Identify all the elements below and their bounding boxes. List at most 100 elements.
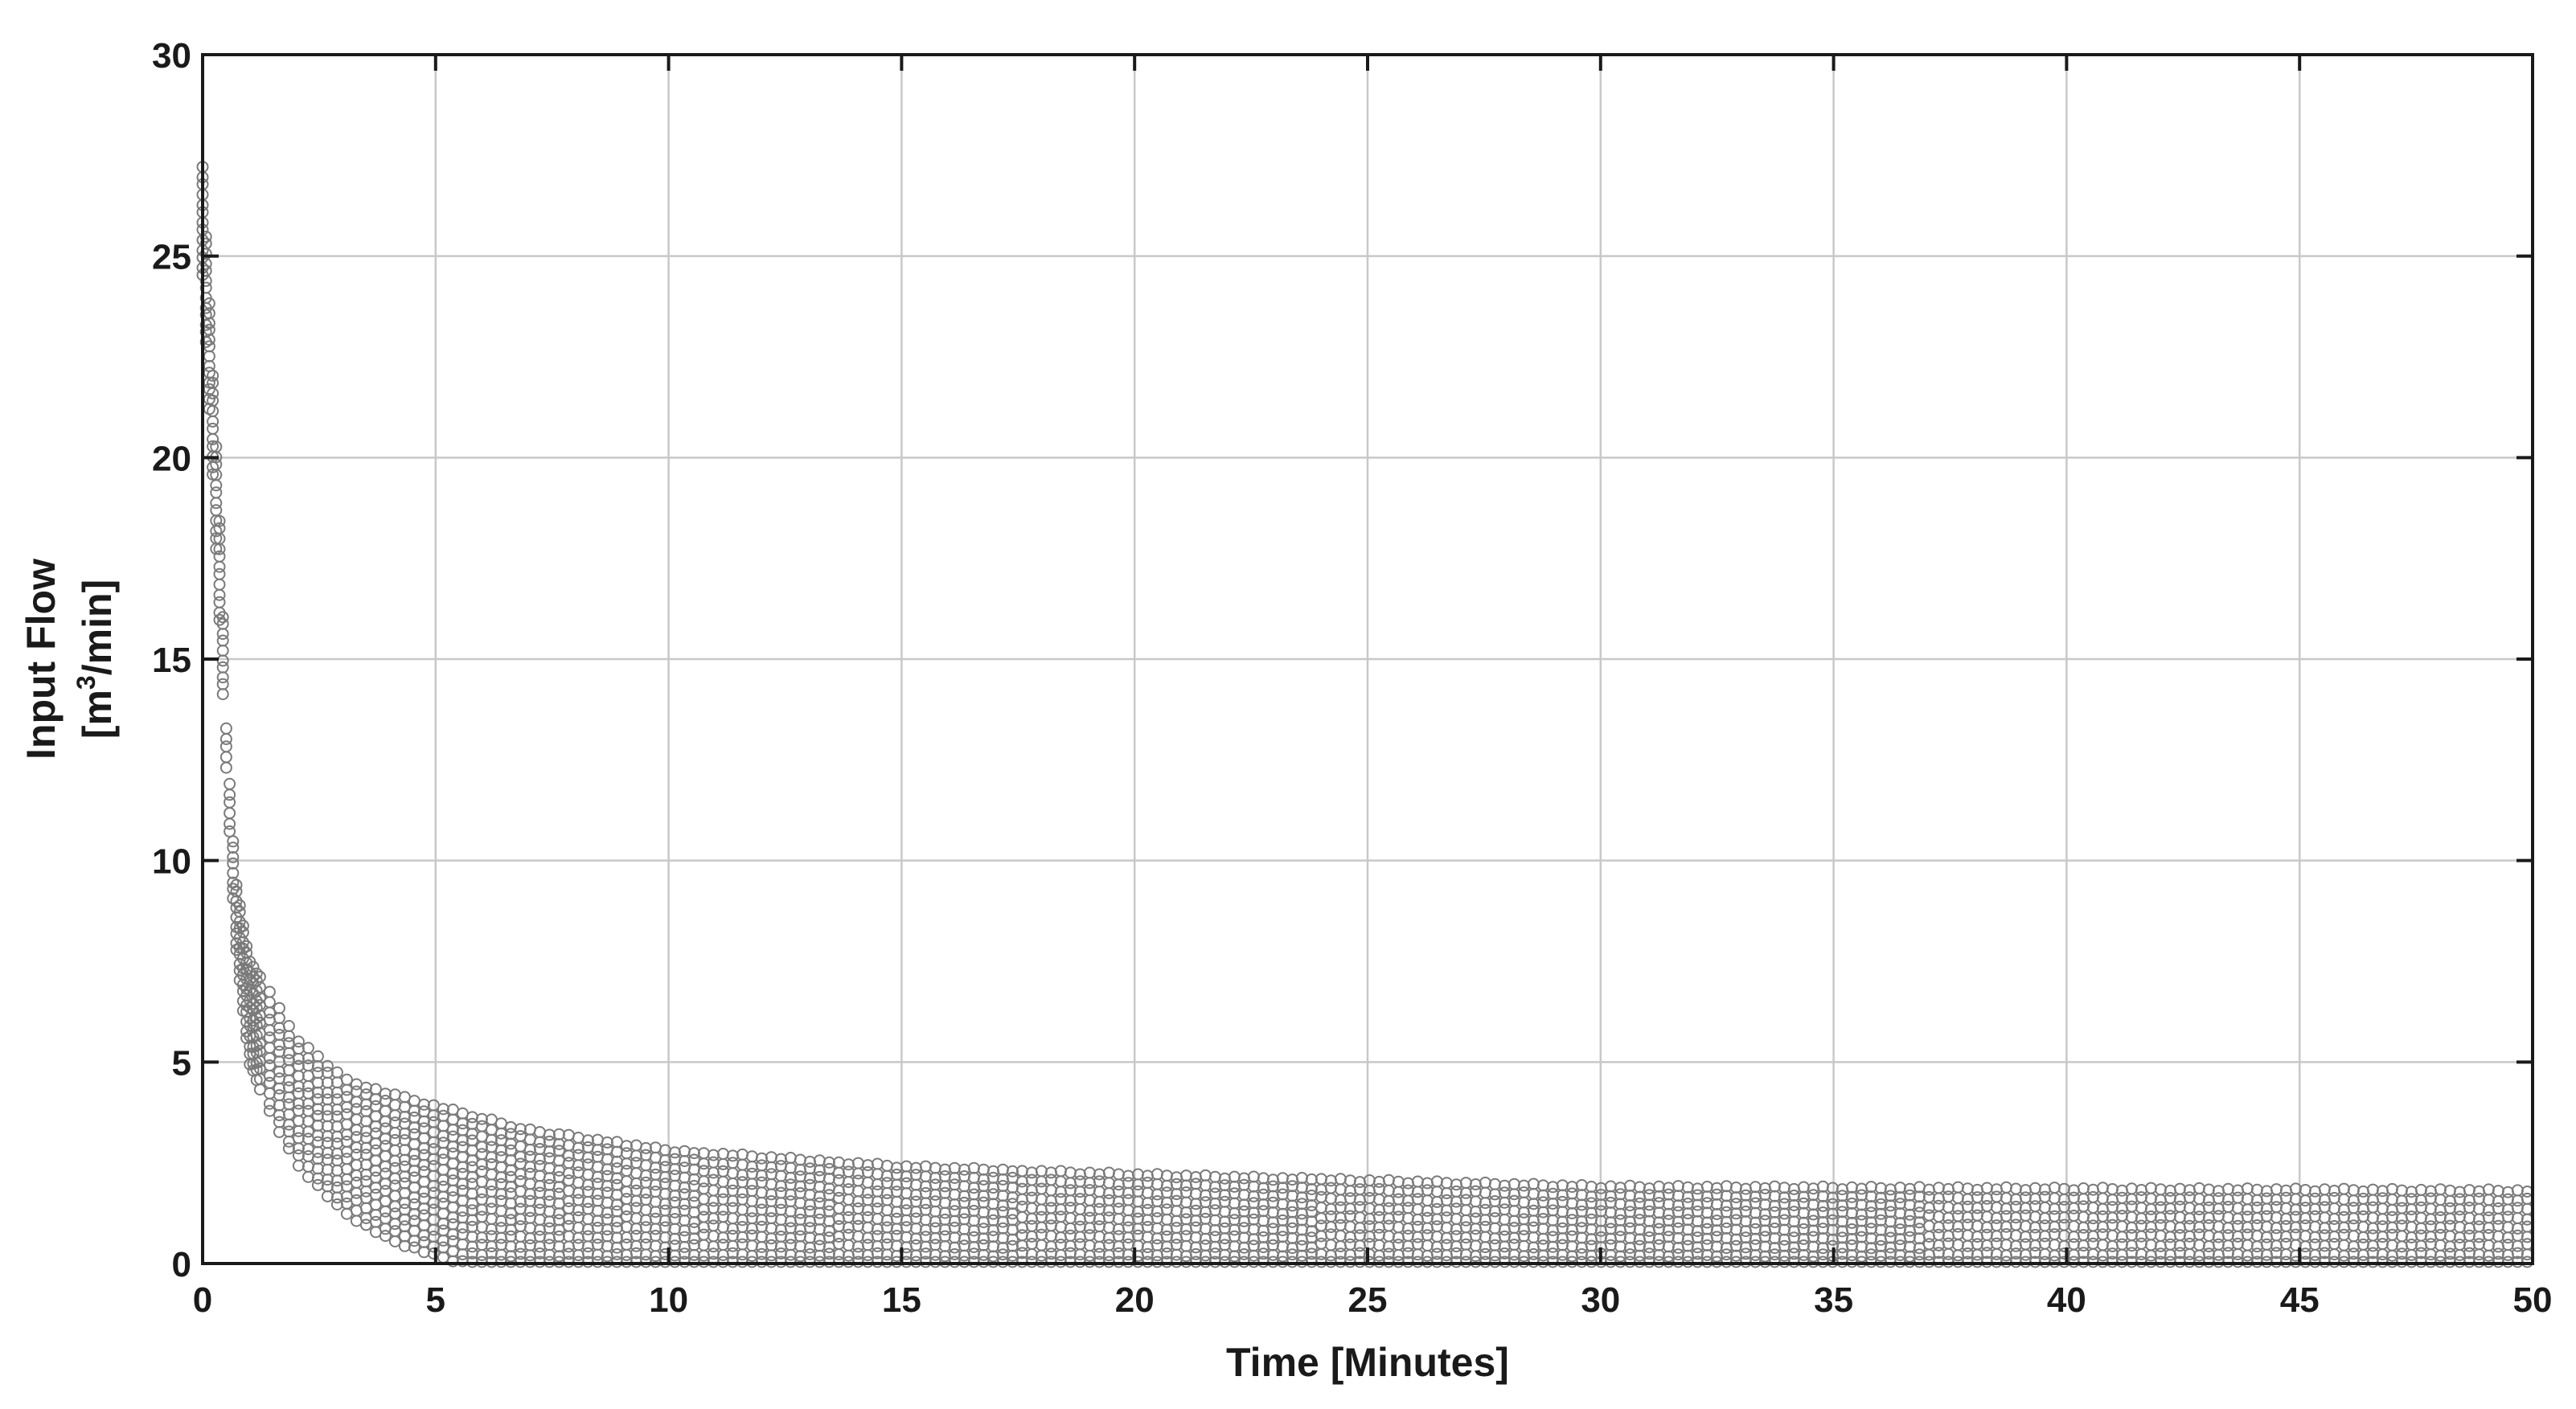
- data-point: [2106, 1194, 2119, 1206]
- data-point: [2453, 1249, 2466, 1261]
- data-point: [1151, 1168, 1163, 1181]
- data-point: [1450, 1240, 1462, 1253]
- data-point: [784, 1231, 797, 1244]
- data-point: [311, 1145, 324, 1158]
- data-point: [861, 1176, 874, 1189]
- data-point: [784, 1152, 797, 1164]
- data-point: [1093, 1213, 1105, 1226]
- data-point: [2231, 1230, 2244, 1243]
- data-point: [1044, 1240, 1057, 1253]
- data-point: [213, 550, 226, 563]
- data-point: [774, 1153, 787, 1165]
- data-point: [630, 1212, 642, 1225]
- data-point: [379, 1122, 392, 1135]
- data-point: [1700, 1206, 1713, 1219]
- data-point: [1672, 1215, 1684, 1228]
- data-point: [523, 1143, 536, 1156]
- data-point: [1797, 1190, 1810, 1203]
- data-point: [543, 1145, 556, 1158]
- x-tick-label: 50: [2513, 1280, 2553, 1320]
- data-point: [219, 751, 232, 764]
- data-point: [224, 796, 236, 809]
- data-point: [890, 1195, 903, 1208]
- data-point: [572, 1176, 585, 1189]
- data-point: [1807, 1208, 1819, 1221]
- data-point: [2144, 1202, 2157, 1215]
- data-point: [842, 1176, 855, 1189]
- data-point: [639, 1231, 652, 1243]
- y-axis-label-suffix: /min]: [75, 580, 120, 675]
- data-point: [2096, 1239, 2109, 1251]
- data-point: [919, 1160, 932, 1173]
- data-point: [417, 1165, 430, 1178]
- data-point: [2019, 1220, 2032, 1232]
- data-point: [1729, 1182, 1742, 1194]
- data-point: [1064, 1222, 1077, 1235]
- data-point: [2106, 1211, 2119, 1224]
- data-point: [543, 1205, 556, 1218]
- data-point: [2154, 1229, 2167, 1242]
- data-point: [1527, 1231, 1540, 1243]
- data-point: [1633, 1190, 1646, 1203]
- data-point: [1035, 1193, 1048, 1206]
- data-point: [2270, 1183, 2283, 1196]
- data-point: [1469, 1239, 1482, 1252]
- data-point: [1112, 1168, 1125, 1181]
- data-point: [2077, 1193, 2090, 1206]
- data-point: [466, 1128, 478, 1141]
- data-point: [1382, 1230, 1395, 1243]
- data-point: [591, 1161, 604, 1173]
- data-point: [2077, 1210, 2090, 1223]
- data-point: [1401, 1212, 1414, 1225]
- y-axis-label: Input Flow [m3/min]: [18, 559, 120, 760]
- data-point: [755, 1169, 768, 1182]
- data-point: [417, 1192, 430, 1205]
- data-point: [1305, 1225, 1318, 1238]
- data-point: [207, 422, 219, 435]
- data-point: [929, 1188, 941, 1201]
- data-point: [1729, 1223, 1742, 1236]
- data-point: [716, 1203, 729, 1216]
- data-point: [697, 1157, 710, 1170]
- data-point: [2443, 1184, 2456, 1197]
- data-point: [1951, 1220, 1964, 1233]
- data-point: [2357, 1202, 2369, 1215]
- data-point: [919, 1197, 932, 1210]
- data-point: [1546, 1181, 1559, 1194]
- data-point: [929, 1172, 941, 1184]
- data-point: [456, 1238, 469, 1251]
- data-point: [2395, 1230, 2408, 1243]
- data-point: [2106, 1229, 2119, 1242]
- data-point: [2482, 1204, 2495, 1217]
- data-point: [1922, 1219, 1935, 1232]
- data-point: [929, 1248, 941, 1261]
- data-point: [1237, 1198, 1250, 1211]
- data-point: [1623, 1215, 1636, 1228]
- data-point: [1266, 1216, 1279, 1229]
- data-point: [494, 1248, 507, 1261]
- data-point: [388, 1109, 401, 1122]
- data-point: [1739, 1215, 1752, 1227]
- data-point: [1720, 1180, 1733, 1193]
- data-point: [726, 1212, 739, 1225]
- data-point: [2414, 1211, 2427, 1224]
- data-point: [379, 1178, 392, 1190]
- data-point: [340, 1073, 353, 1086]
- data-point: [2347, 1184, 2360, 1197]
- data-point: [1604, 1232, 1617, 1245]
- data-point: [2376, 1185, 2389, 1198]
- data-point: [601, 1196, 613, 1209]
- data-point: [1575, 1215, 1588, 1227]
- data-point: [1343, 1202, 1356, 1215]
- data-point: [851, 1157, 864, 1169]
- data-point: [1479, 1231, 1491, 1243]
- data-point: [716, 1186, 729, 1198]
- data-point: [1324, 1174, 1337, 1187]
- data-point: [1334, 1211, 1347, 1224]
- data-point: [1758, 1208, 1771, 1221]
- data-point: [1363, 1185, 1376, 1197]
- data-point: [1556, 1206, 1569, 1219]
- data-point: [359, 1098, 372, 1111]
- data-point: [1720, 1215, 1733, 1228]
- data-point: [1980, 1182, 1993, 1194]
